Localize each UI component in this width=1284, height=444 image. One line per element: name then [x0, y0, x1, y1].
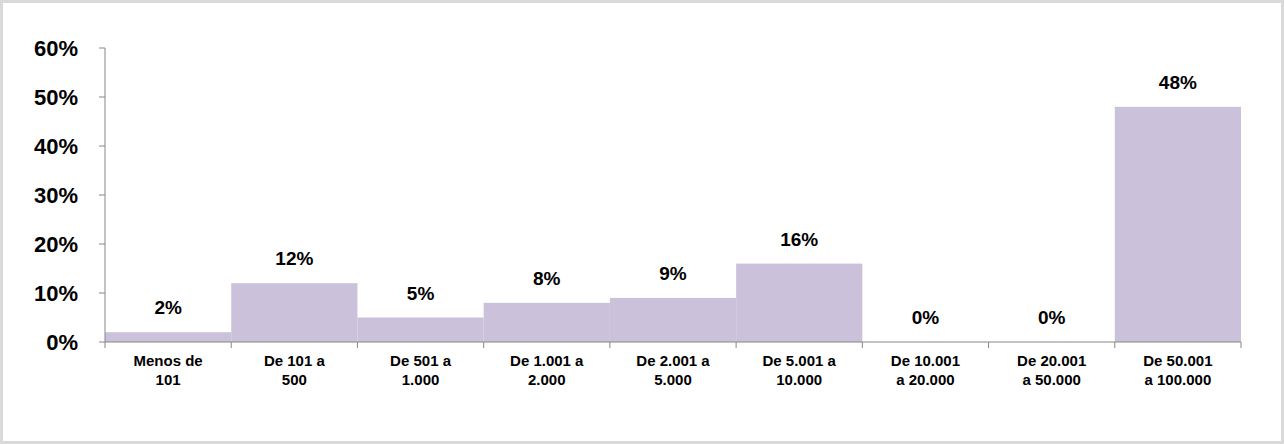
y-tick-label: 30% — [34, 183, 78, 208]
x-tick-label-line: 101 — [156, 371, 181, 388]
y-tick — [99, 146, 105, 147]
y-tick — [99, 293, 105, 294]
bar — [1115, 107, 1241, 342]
bar — [357, 318, 483, 343]
bar — [231, 283, 357, 342]
x-tick-label-line: De 10.001 — [891, 352, 960, 369]
x-tick-label-line: De 501 a — [390, 352, 452, 369]
x-tick — [231, 342, 232, 348]
chart-frame — [2, 2, 1283, 443]
x-tick-label-line: 5.000 — [654, 371, 692, 388]
x-tick-label-line: 500 — [282, 371, 307, 388]
x-tick — [862, 342, 863, 348]
data-label: 5% — [407, 283, 435, 304]
data-label: 8% — [533, 268, 561, 289]
y-tick — [99, 244, 105, 245]
y-tick-label: 10% — [34, 281, 78, 306]
y-tick-label: 40% — [34, 134, 78, 159]
x-tick-label-line: De 101 a — [264, 352, 326, 369]
y-tick-label: 0% — [46, 330, 78, 355]
bar — [484, 303, 610, 342]
x-tick-label-line: a 100.000 — [1145, 371, 1212, 388]
x-tick — [105, 342, 106, 348]
x-tick-label-line: 1.000 — [402, 371, 440, 388]
data-label: 0% — [1038, 307, 1066, 328]
x-tick-label-line: a 50.000 — [1022, 371, 1080, 388]
y-tick — [99, 195, 105, 196]
x-tick — [988, 342, 989, 348]
x-tick-label-line: 10.000 — [776, 371, 822, 388]
y-tick-label: 20% — [34, 232, 78, 257]
chart: 0% 10% 20% 30% 40% 50% 60% Menos de 101 De 101 a 5… — [0, 0, 1284, 444]
x-tick-label: Menos de 101 — [134, 352, 203, 388]
bar — [105, 332, 231, 342]
y-tick-label: 50% — [34, 85, 78, 110]
y-tick — [99, 97, 105, 98]
x-tick-label-line: De 2.001 a — [636, 352, 710, 369]
y-tick — [99, 48, 105, 49]
x-tick — [736, 342, 737, 348]
x-tick-label: De 10.001 a 20.000 — [891, 352, 960, 388]
x-tick — [483, 342, 484, 348]
x-tick-label-line: De 1.001 a — [510, 352, 584, 369]
x-tick-label-line: 2.000 — [528, 371, 566, 388]
data-label: 12% — [275, 248, 313, 269]
bar — [736, 264, 862, 342]
data-label: 16% — [780, 229, 818, 250]
x-tick-label-line: Menos de — [134, 352, 203, 369]
data-label: 9% — [659, 263, 687, 284]
x-tick-label-line: De 5.001 a — [763, 352, 837, 369]
y-tick-label: 60% — [34, 36, 78, 61]
bar — [610, 298, 736, 342]
x-tick-label: De 5.001 a 10.000 — [763, 352, 837, 388]
x-tick-label: De 1.001 a 2.000 — [510, 352, 584, 388]
x-tick — [609, 342, 610, 348]
x-tick — [1241, 342, 1242, 348]
x-tick-label-line: a 20.000 — [896, 371, 954, 388]
x-tick-label: De 2.001 a 5.000 — [636, 352, 710, 388]
x-tick-label-line: De 20.001 — [1017, 352, 1086, 369]
x-axis-line — [105, 342, 1241, 343]
data-label: 48% — [1159, 72, 1197, 93]
data-label: 0% — [912, 307, 940, 328]
x-tick — [357, 342, 358, 348]
x-tick-label-line: De 50.001 — [1143, 352, 1212, 369]
x-tick-label: De 101 a 500 — [264, 352, 326, 388]
y-tick — [99, 342, 105, 343]
data-label: 2% — [154, 297, 182, 318]
x-tick — [1114, 342, 1115, 348]
x-tick-label: De 501 a 1.000 — [390, 352, 452, 388]
bars — [105, 107, 1241, 342]
x-tick-label: De 20.001 a 50.000 — [1017, 352, 1086, 388]
x-tick-label: De 50.001 a 100.000 — [1143, 352, 1212, 388]
